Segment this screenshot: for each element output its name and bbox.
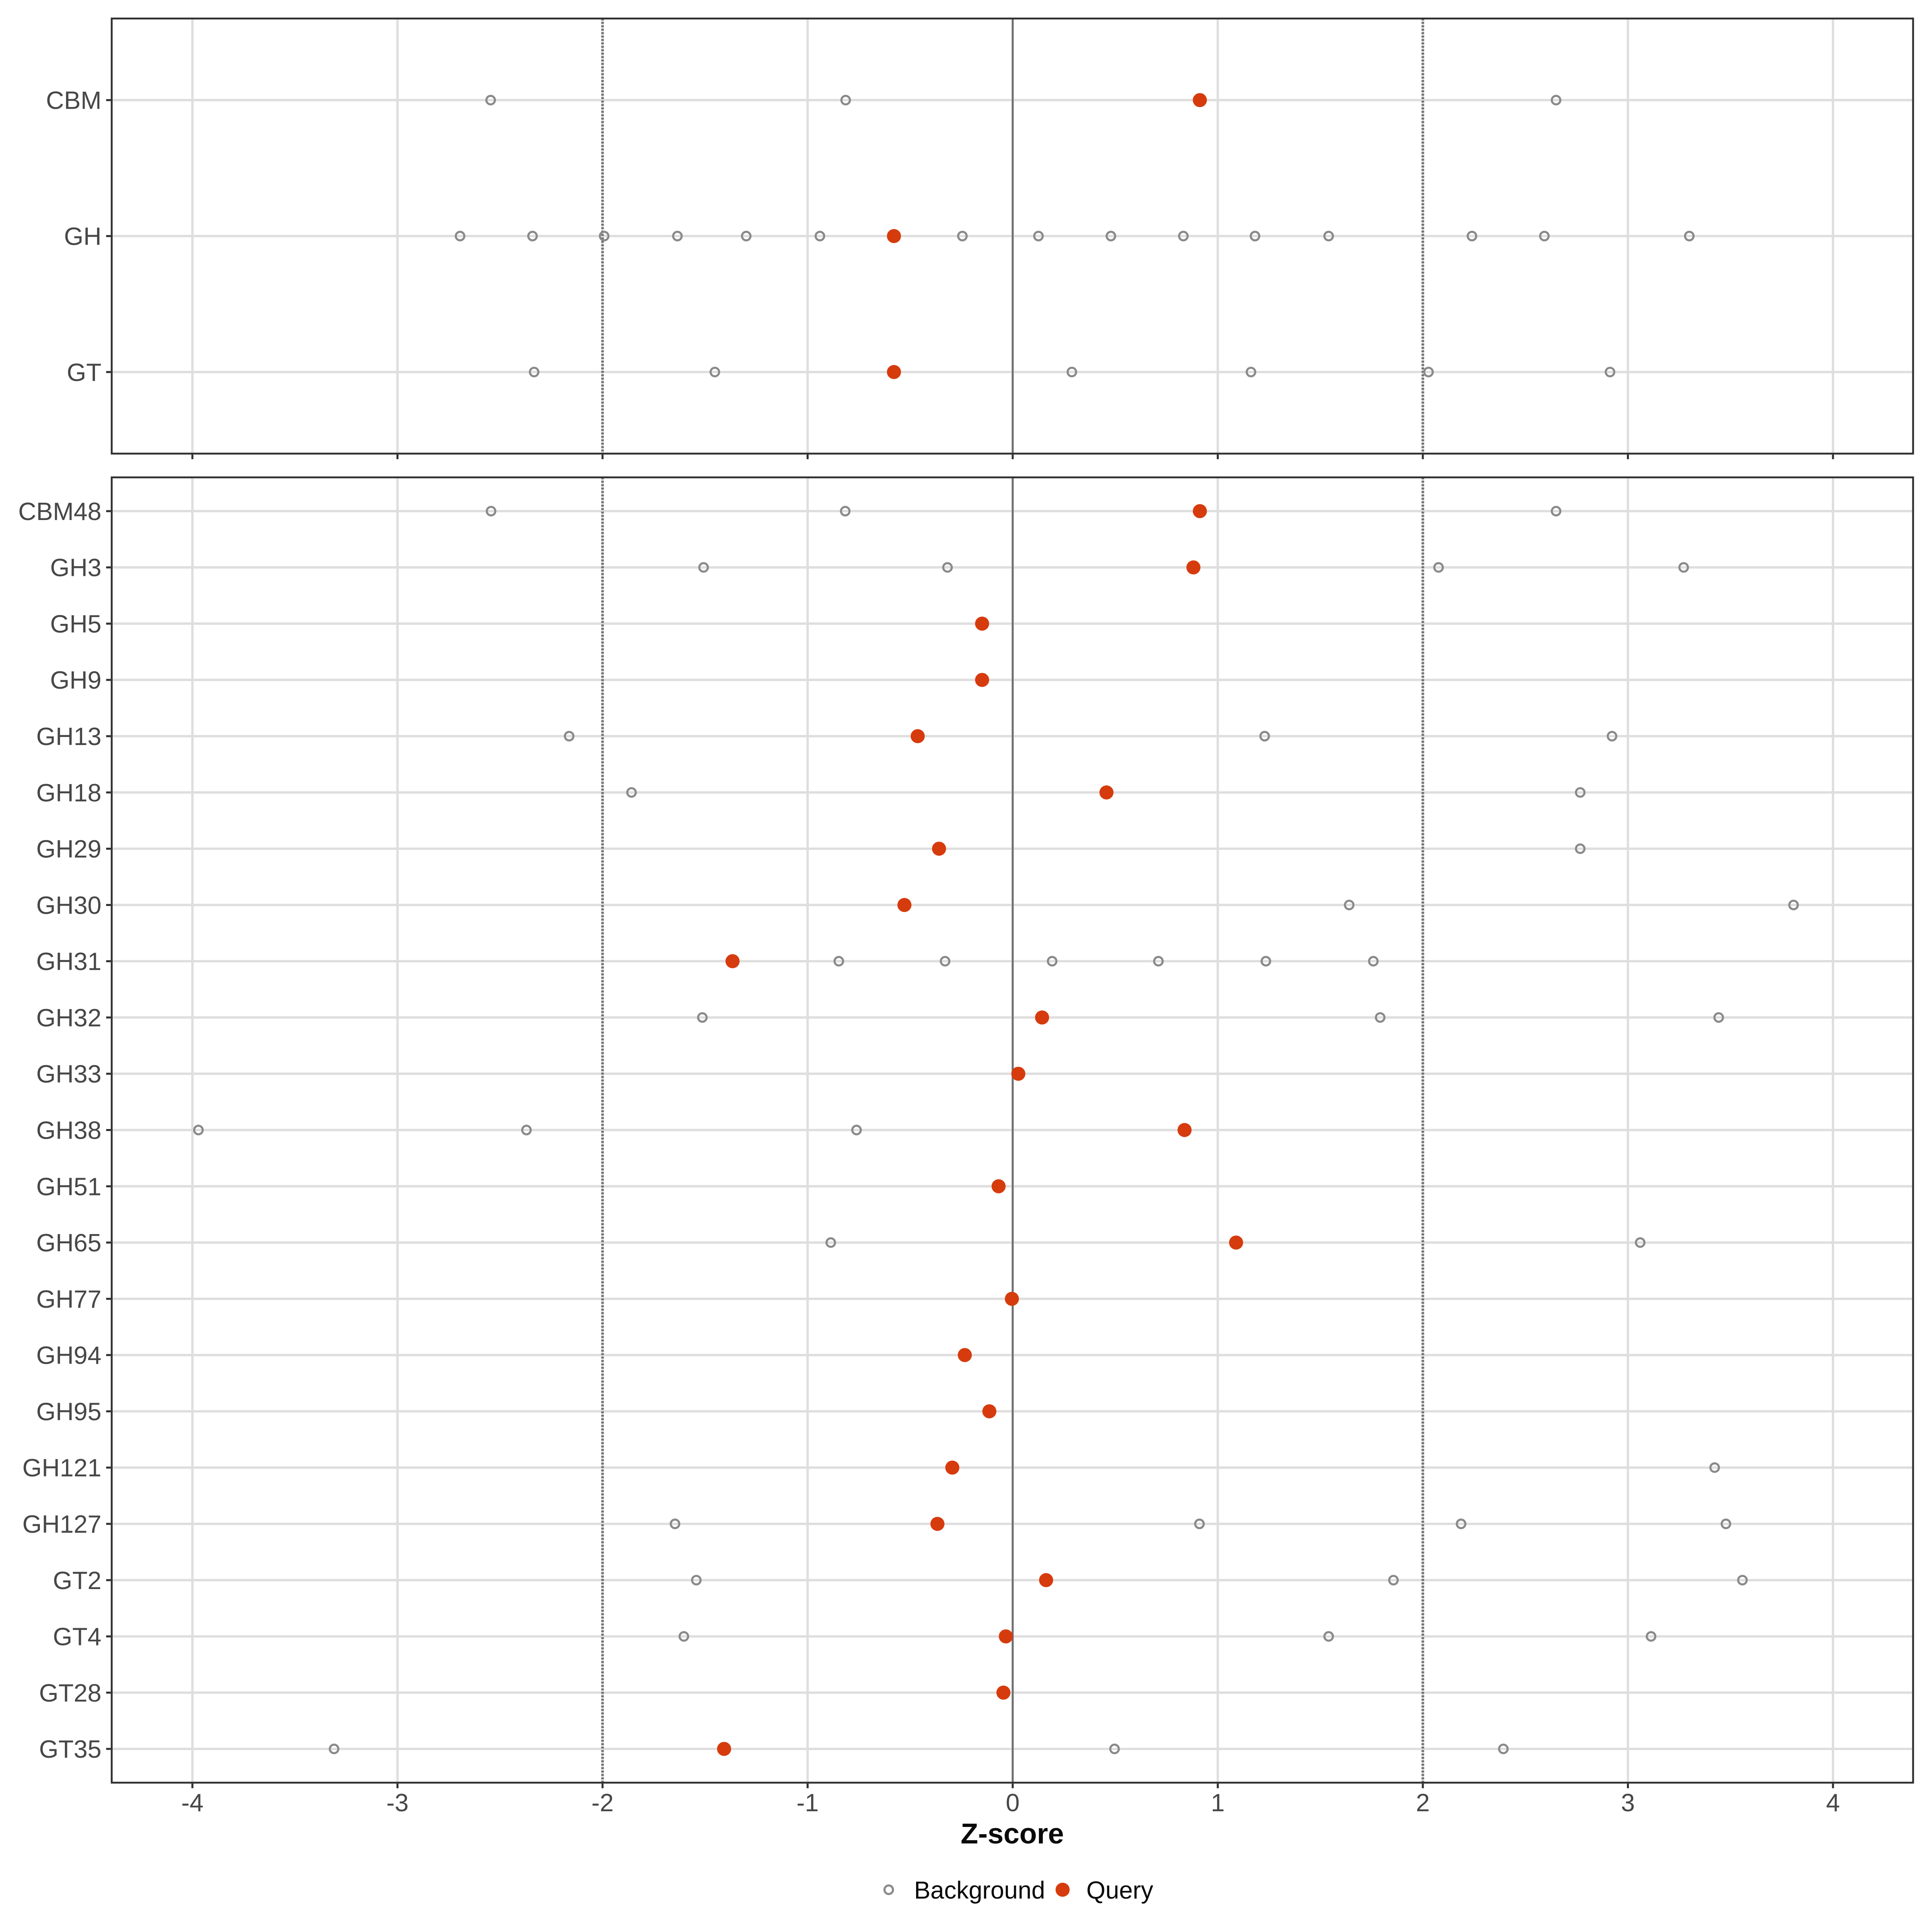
svg-text:CBM48: CBM48	[18, 498, 101, 526]
svg-text:GH18: GH18	[36, 779, 101, 807]
svg-text:0: 0	[1006, 1789, 1020, 1817]
svg-text:GH121: GH121	[23, 1454, 101, 1482]
svg-text:Background: Background	[914, 1876, 1045, 1904]
svg-text:GH95: GH95	[36, 1398, 101, 1426]
svg-text:GH30: GH30	[36, 892, 101, 919]
svg-text:GH33: GH33	[36, 1061, 101, 1088]
svg-text:GT28: GT28	[39, 1679, 101, 1707]
svg-text:GH51: GH51	[36, 1173, 101, 1201]
svg-text:GH65: GH65	[36, 1229, 101, 1257]
svg-text:CBM: CBM	[46, 87, 101, 115]
svg-text:-1: -1	[797, 1789, 819, 1817]
svg-text:GH32: GH32	[36, 1004, 101, 1032]
svg-text:GT: GT	[67, 359, 101, 386]
svg-text:1: 1	[1211, 1789, 1224, 1817]
svg-text:2: 2	[1416, 1789, 1430, 1817]
svg-text:GT2: GT2	[53, 1567, 101, 1595]
svg-text:GT35: GT35	[39, 1736, 101, 1763]
svg-text:-3: -3	[386, 1789, 409, 1817]
svg-text:GH77: GH77	[36, 1286, 101, 1313]
svg-text:GH: GH	[64, 223, 101, 251]
svg-text:GH9: GH9	[50, 667, 101, 694]
svg-text:GH13: GH13	[36, 723, 101, 751]
svg-text:4: 4	[1826, 1789, 1840, 1817]
svg-text:GH5: GH5	[50, 610, 101, 638]
svg-text:GT4: GT4	[53, 1623, 101, 1651]
svg-text:GH127: GH127	[23, 1511, 101, 1538]
svg-text:3: 3	[1621, 1789, 1635, 1817]
svg-text:GH31: GH31	[36, 948, 101, 976]
svg-text:GH94: GH94	[36, 1342, 101, 1370]
svg-text:GH38: GH38	[36, 1117, 101, 1145]
svg-text:Z-score: Z-score	[961, 1818, 1064, 1850]
svg-text:GH3: GH3	[50, 554, 101, 582]
svg-text:Query: Query	[1086, 1876, 1154, 1904]
svg-text:GH29: GH29	[36, 836, 101, 863]
svg-text:-2: -2	[591, 1789, 613, 1817]
svg-text:-4: -4	[181, 1789, 203, 1817]
